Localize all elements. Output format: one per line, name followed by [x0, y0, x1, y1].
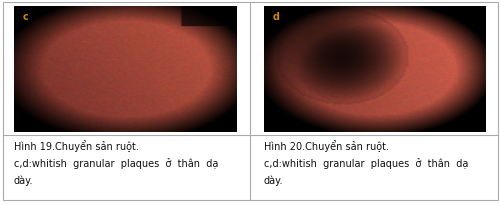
Text: c,d:whitish  granular  plaques  ở  thân  dạ: c,d:whitish granular plaques ở thân dạ — [14, 157, 218, 168]
Text: c: c — [23, 12, 28, 22]
Text: d: d — [273, 12, 280, 22]
Text: c,d:whitish  granular  plaques  ở  thân  dạ: c,d:whitish granular plaques ở thân dạ — [264, 157, 468, 168]
Text: dày.: dày. — [14, 174, 34, 185]
Text: dày.: dày. — [264, 174, 283, 185]
Text: Hình 20.Chuyển sản ruột.: Hình 20.Chuyển sản ruột. — [264, 140, 389, 152]
Text: Hình 19.Chuyển sản ruột.: Hình 19.Chuyển sản ruột. — [14, 140, 139, 152]
